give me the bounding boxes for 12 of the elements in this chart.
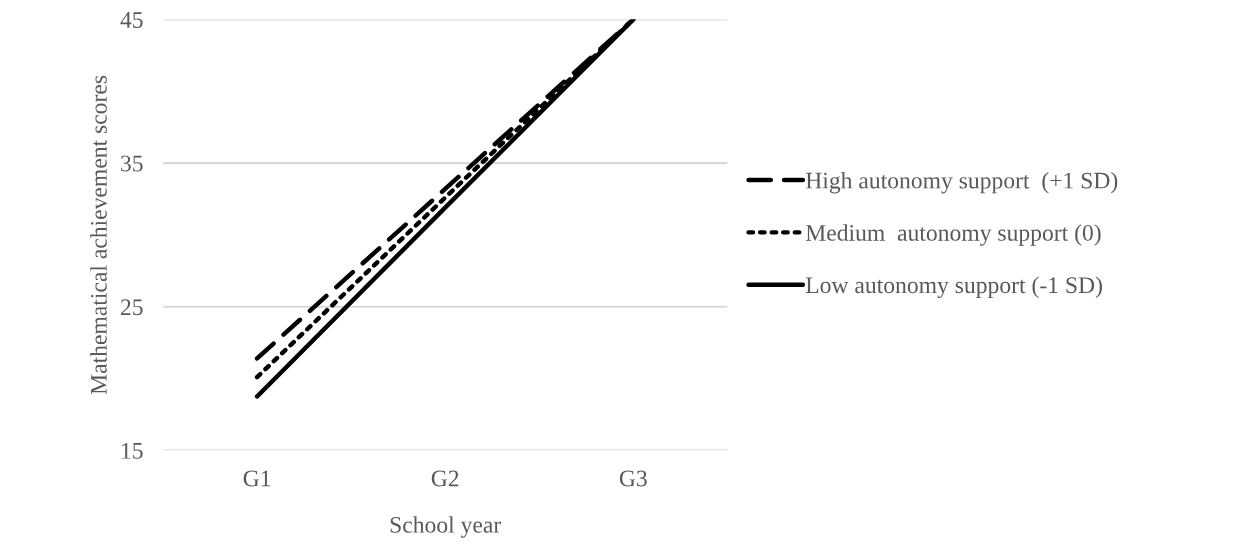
y-axis-title: Mathematical achievement scores bbox=[90, 75, 107, 395]
y-tick-label: 25 bbox=[121, 299, 143, 316]
legend-label: High autonomy support (+1 SD) bbox=[805, 171, 1118, 194]
x-tick-label: G3 bbox=[619, 470, 647, 487]
x-axis-title: School year bbox=[390, 516, 502, 538]
y-tick-label: 15 bbox=[122, 442, 143, 459]
x-tick-label: G1 bbox=[243, 470, 271, 487]
legend-label: Medium autonomy support (0) bbox=[805, 224, 1101, 246]
legend-label: Low autonomy support (-1 SD) bbox=[805, 276, 1102, 299]
y-tick-label: 45 bbox=[120, 12, 143, 28]
y-tick-label: 35 bbox=[121, 155, 143, 172]
x-tick-label: G2 bbox=[431, 470, 459, 487]
